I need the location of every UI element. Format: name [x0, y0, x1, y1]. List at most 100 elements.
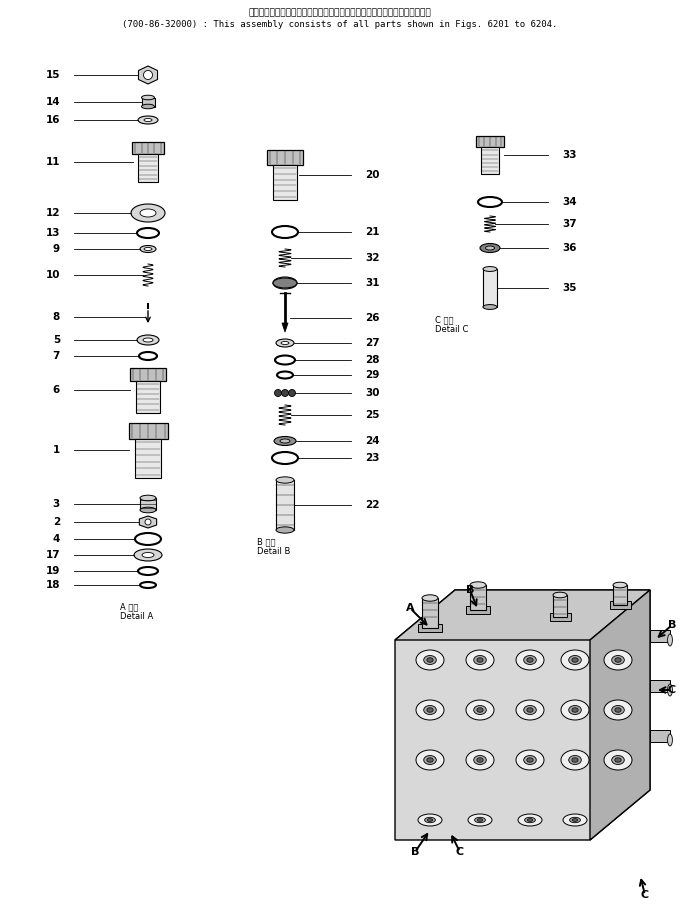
Ellipse shape: [416, 750, 444, 770]
Text: C: C: [641, 890, 649, 900]
Text: 10: 10: [46, 270, 60, 280]
Bar: [132, 142, 163, 154]
Bar: [140, 498, 156, 510]
Circle shape: [289, 389, 296, 397]
Ellipse shape: [142, 552, 154, 558]
Ellipse shape: [516, 750, 544, 770]
Ellipse shape: [612, 756, 624, 764]
Ellipse shape: [424, 756, 437, 764]
Ellipse shape: [477, 707, 483, 712]
Bar: [650, 730, 670, 742]
Ellipse shape: [527, 707, 533, 712]
Ellipse shape: [280, 439, 290, 443]
Ellipse shape: [527, 819, 533, 822]
Bar: [418, 624, 442, 632]
Text: 9: 9: [53, 244, 60, 254]
Text: 36: 36: [562, 243, 577, 253]
Ellipse shape: [569, 655, 582, 664]
Ellipse shape: [427, 707, 433, 712]
Bar: [613, 585, 627, 605]
Ellipse shape: [274, 437, 296, 445]
Ellipse shape: [427, 658, 433, 663]
Circle shape: [274, 389, 281, 397]
Text: 8: 8: [52, 312, 60, 322]
Ellipse shape: [561, 650, 589, 670]
Ellipse shape: [569, 756, 582, 764]
Ellipse shape: [474, 706, 486, 715]
Bar: [481, 147, 499, 174]
Ellipse shape: [563, 814, 587, 826]
Ellipse shape: [569, 706, 582, 715]
Ellipse shape: [527, 758, 533, 762]
Text: 30: 30: [365, 388, 379, 398]
Ellipse shape: [572, 758, 578, 762]
Ellipse shape: [273, 278, 297, 288]
Ellipse shape: [466, 750, 494, 770]
Text: 24: 24: [365, 436, 379, 446]
Ellipse shape: [604, 700, 632, 720]
Ellipse shape: [524, 756, 537, 764]
Ellipse shape: [144, 248, 152, 250]
Text: Detail C: Detail C: [435, 325, 469, 334]
Ellipse shape: [516, 700, 544, 720]
Ellipse shape: [416, 700, 444, 720]
Ellipse shape: [416, 650, 444, 670]
Ellipse shape: [667, 634, 672, 646]
Bar: [650, 630, 670, 642]
Ellipse shape: [483, 267, 497, 271]
Ellipse shape: [474, 655, 486, 664]
Ellipse shape: [604, 650, 632, 670]
Polygon shape: [395, 590, 650, 840]
Ellipse shape: [424, 655, 437, 664]
Text: Detail B: Detail B: [257, 547, 290, 556]
Text: 23: 23: [365, 453, 379, 463]
Ellipse shape: [572, 658, 578, 663]
Ellipse shape: [480, 243, 500, 252]
Ellipse shape: [486, 246, 494, 250]
Ellipse shape: [483, 304, 497, 310]
Polygon shape: [395, 590, 650, 640]
Text: 31: 31: [365, 278, 379, 288]
Text: 19: 19: [46, 566, 60, 576]
Bar: [650, 680, 670, 692]
Bar: [553, 595, 567, 617]
Ellipse shape: [667, 734, 672, 746]
Text: 26: 26: [365, 313, 379, 323]
Bar: [483, 269, 497, 307]
Ellipse shape: [466, 700, 494, 720]
Ellipse shape: [604, 750, 632, 770]
Text: 21: 21: [365, 227, 379, 237]
Ellipse shape: [144, 119, 152, 122]
Ellipse shape: [613, 582, 627, 588]
Text: B: B: [411, 847, 419, 857]
Text: A 詳細: A 詳細: [120, 602, 138, 611]
Text: C: C: [456, 847, 464, 857]
Bar: [466, 606, 490, 614]
Ellipse shape: [474, 756, 486, 764]
Ellipse shape: [612, 655, 624, 664]
Bar: [267, 150, 303, 165]
Text: 4: 4: [52, 534, 60, 544]
Ellipse shape: [418, 814, 442, 826]
Text: Detail A: Detail A: [120, 612, 153, 621]
Text: このアセンブリの構成部品は第６２０１図から第６２０４図まで含みます，: このアセンブリの構成部品は第６２０１図から第６２０４図まで含みます，: [249, 8, 431, 17]
Text: 17: 17: [46, 550, 60, 560]
Ellipse shape: [422, 595, 438, 601]
Ellipse shape: [615, 758, 621, 762]
Bar: [142, 98, 155, 107]
Ellipse shape: [276, 339, 294, 347]
Ellipse shape: [477, 758, 483, 762]
Ellipse shape: [427, 819, 432, 822]
Text: 16: 16: [46, 115, 60, 125]
Ellipse shape: [524, 655, 537, 664]
Ellipse shape: [518, 814, 542, 826]
Bar: [130, 367, 166, 381]
Ellipse shape: [424, 817, 435, 823]
Ellipse shape: [276, 526, 294, 533]
Ellipse shape: [477, 819, 483, 822]
Text: 6: 6: [52, 385, 60, 395]
Text: A: A: [406, 603, 414, 613]
Ellipse shape: [561, 700, 589, 720]
Ellipse shape: [615, 707, 621, 712]
Ellipse shape: [475, 817, 486, 823]
